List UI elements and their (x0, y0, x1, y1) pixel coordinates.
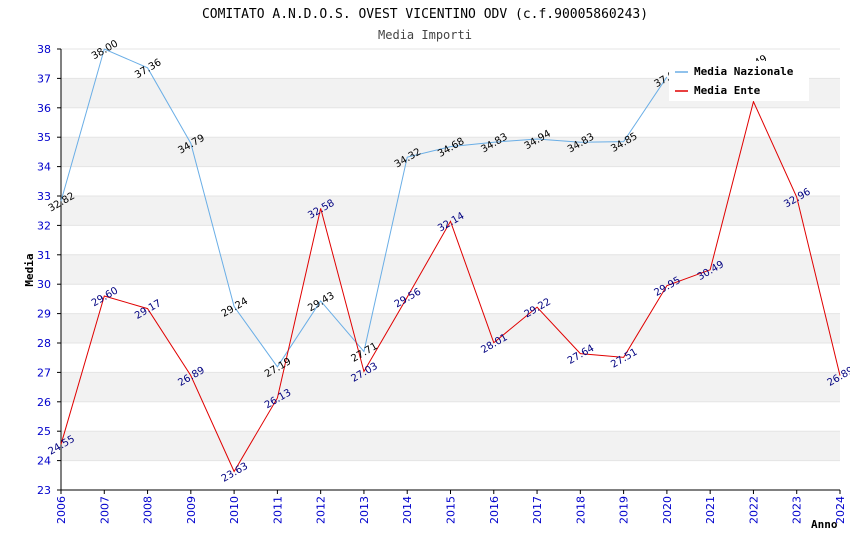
x-tick-label: 2011 (271, 496, 284, 524)
y-tick-label: 33 (37, 190, 51, 203)
y-tick-label: 24 (37, 455, 51, 468)
x-tick-label: 2015 (445, 496, 458, 524)
x-tick-label: 2007 (98, 496, 111, 524)
y-tick-label: 32 (37, 219, 51, 232)
legend-label-nazionale: Media Nazionale (694, 65, 794, 78)
grid-band (61, 137, 840, 167)
legend-box (669, 61, 809, 101)
grid-band (61, 431, 840, 461)
data-label-nazionale: 27.71 (350, 341, 380, 365)
x-tick-label: 2006 (55, 496, 68, 524)
x-tick-label: 2014 (401, 496, 414, 524)
x-tick-label: 2023 (791, 496, 804, 524)
data-label-nazionale: 37.36 (133, 57, 163, 81)
x-axis-label: Anno (811, 518, 838, 531)
x-tick-label: 2017 (531, 496, 544, 524)
x-tick-label: 2022 (747, 496, 760, 524)
y-axis-ticks: 23 24 25 26 27 28 29 30 31 32 33 34 35 36 37 38 (37, 43, 61, 497)
x-tick-label: 2024 (834, 496, 847, 524)
x-axis-ticks: 2006 2007 2008 2009 2010 2011 2012 2013 2014 2015… (55, 490, 847, 524)
y-tick-label: 34 (37, 161, 51, 174)
chart-title: COMITATO A.N.D.O.S. OVEST VICENTINO ODV … (202, 7, 648, 22)
series-line-nazionale (60, 48, 668, 368)
x-tick-label: 2012 (315, 496, 328, 524)
y-tick-label: 26 (37, 396, 51, 409)
y-tick-label: 31 (37, 249, 51, 262)
data-label-ente: 29.56 (393, 287, 423, 311)
grid-band (61, 313, 840, 343)
y-tick-label: 38 (37, 43, 51, 56)
x-tick-label: 2016 (488, 496, 501, 524)
y-tick-label: 29 (37, 308, 51, 321)
x-tick-label: 2021 (704, 496, 717, 524)
data-label-ente: 27.64 (566, 343, 596, 367)
x-tick-label: 2008 (142, 496, 155, 524)
y-tick-label: 30 (37, 278, 51, 291)
x-tick-label: 2009 (185, 496, 198, 524)
data-label-ente: 27.51 (609, 347, 639, 371)
y-tick-label: 23 (37, 484, 51, 497)
x-tick-label: 2019 (618, 496, 631, 524)
x-tick-label: 2013 (358, 496, 371, 524)
data-label-ente: 23.63 (220, 461, 250, 485)
series-lines (60, 48, 841, 473)
x-tick-label: 2020 (661, 496, 674, 524)
data-label-nazionale: 29.43 (306, 290, 336, 314)
data-label-nazionale: 38.00 (90, 38, 120, 62)
y-tick-label: 27 (37, 366, 51, 379)
grid-band (61, 372, 840, 402)
series-line-ente (60, 100, 841, 473)
chart-subtitle: Media Importi (378, 28, 472, 42)
y-tick-label: 28 (37, 337, 51, 350)
x-tick-label: 2018 (574, 496, 587, 524)
y-tick-label: 37 (37, 72, 51, 85)
x-tick-label: 2010 (228, 496, 241, 524)
y-tick-label: 36 (37, 102, 51, 115)
legend: Media Nazionale Media Ente (669, 61, 809, 101)
y-tick-label: 35 (37, 131, 51, 144)
y-tick-label: 25 (37, 425, 51, 438)
y-axis-label: Media (23, 253, 36, 286)
data-label-ente: 29.60 (90, 285, 120, 309)
legend-label-ente: Media Ente (694, 84, 761, 97)
